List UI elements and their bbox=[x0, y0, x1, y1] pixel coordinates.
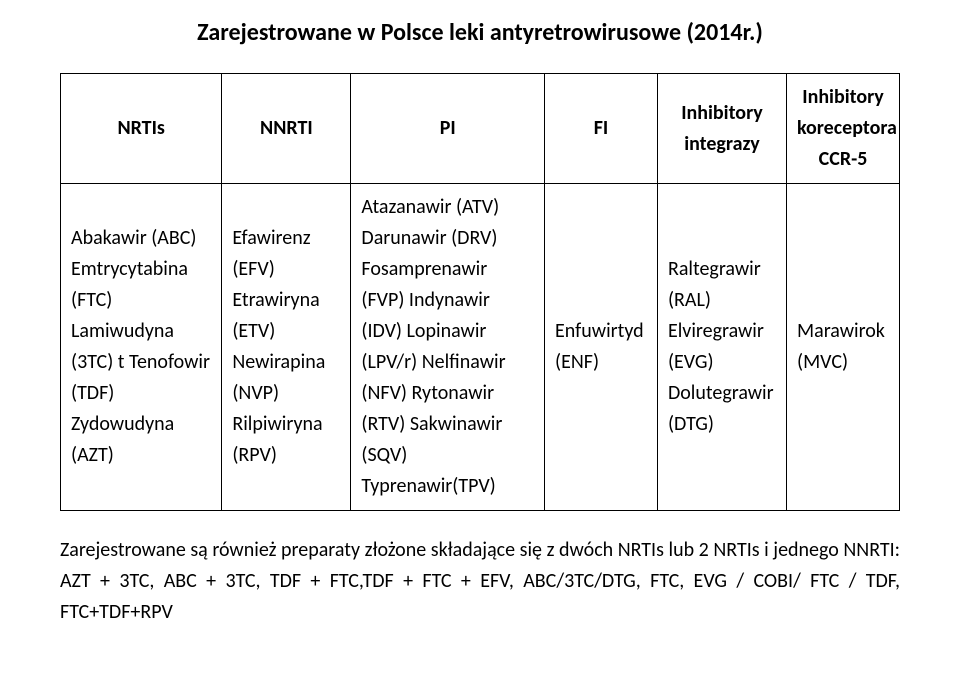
cell-inh-int: Raltegrawir (RAL) Elviregrawir (EVG) Dol… bbox=[657, 184, 786, 511]
table-row: Abakawir (ABC) Emtrycytabina (FTC) Lamiw… bbox=[61, 184, 900, 511]
page-title: Zarejestrowane w Polsce leki antyretrowi… bbox=[60, 18, 900, 47]
cell-nnrti: Efawirenz (EFV) Etrawiryna (ETV) Newirap… bbox=[222, 184, 351, 511]
drug-table: NRTIs NNRTI PI FI Inhibitory integrazy I… bbox=[60, 73, 900, 511]
cell-inh-ccr5: Marawirok (MVC) bbox=[787, 184, 900, 511]
col-header-inh-ccr5: Inhibitory koreceptora CCR-5 bbox=[787, 74, 900, 184]
footnote: Zarejestrowane są również preparaty złoż… bbox=[60, 535, 900, 628]
cell-pi: Atazanawir (ATV) Darunawir (DRV) Fosampr… bbox=[351, 184, 545, 511]
col-header-nrtis: NRTIs bbox=[61, 74, 222, 184]
col-header-inh-int: Inhibitory integrazy bbox=[657, 74, 786, 184]
col-header-fi: FI bbox=[545, 74, 658, 184]
col-header-nnrti: NNRTI bbox=[222, 74, 351, 184]
col-header-pi: PI bbox=[351, 74, 545, 184]
cell-fi: Enfuwirtyd (ENF) bbox=[545, 184, 658, 511]
table-header-row: NRTIs NNRTI PI FI Inhibitory integrazy I… bbox=[61, 74, 900, 184]
cell-nrtis: Abakawir (ABC) Emtrycytabina (FTC) Lamiw… bbox=[61, 184, 222, 511]
page: Zarejestrowane w Polsce leki antyretrowi… bbox=[0, 0, 960, 658]
